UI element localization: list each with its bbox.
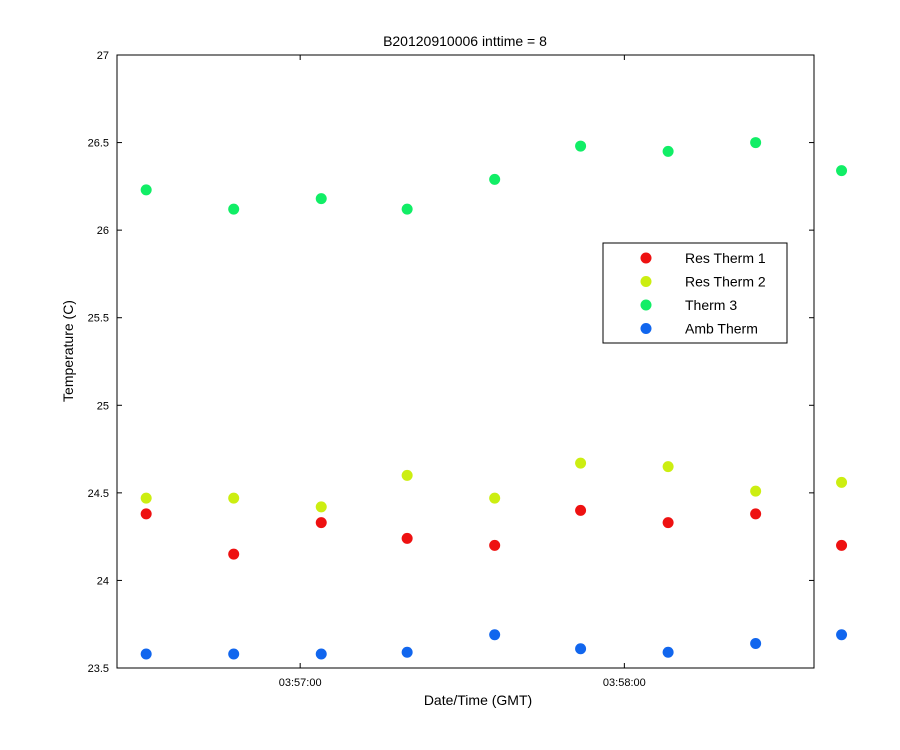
y-tick-label: 26 (97, 225, 109, 237)
data-point (401, 646, 413, 658)
x-axis: 03:57:00 03:58:00 (279, 55, 646, 689)
data-point (750, 637, 762, 649)
data-point (228, 203, 240, 215)
y-axis: 23.5 24 24.5 25 25.5 26 26.5 27 (88, 50, 814, 675)
legend-item: Res Therm 1 (640, 250, 766, 266)
plot-area (116, 54, 815, 669)
series-amb-therm (140, 629, 848, 660)
data-point (836, 165, 848, 177)
data-point (489, 173, 501, 185)
data-point (836, 539, 848, 551)
series-therm-3 (140, 137, 848, 215)
y-tick-label: 23.5 (88, 663, 109, 675)
data-point (315, 517, 327, 529)
data-point (401, 532, 413, 544)
data-point (836, 476, 848, 488)
data-point (662, 145, 674, 157)
legend-item: Res Therm 2 (640, 274, 766, 290)
x-tick-label: 03:57:00 (279, 677, 322, 689)
y-tick-label: 24 (97, 575, 109, 587)
data-point (228, 648, 240, 660)
data-points (140, 137, 848, 660)
data-point (228, 492, 240, 504)
series-res-therm-2 (140, 457, 848, 513)
data-point (575, 140, 587, 152)
series-res-therm-1 (140, 504, 848, 560)
data-point (315, 648, 327, 660)
legend-item: Therm 3 (640, 297, 737, 313)
data-point (140, 492, 152, 504)
data-point (140, 648, 152, 660)
data-point (575, 457, 587, 469)
y-axis-title: Temperature (C) (60, 300, 76, 402)
legend-label: Amb Therm (685, 321, 758, 337)
data-point (836, 629, 848, 641)
legend-marker (640, 323, 652, 334)
legend-label: Res Therm 1 (685, 250, 766, 266)
legend-marker (640, 252, 652, 264)
data-point (140, 184, 152, 196)
data-point (750, 485, 762, 497)
legend-label: Res Therm 2 (685, 274, 766, 290)
y-tick-label: 27 (97, 50, 109, 62)
data-point (575, 643, 587, 655)
data-point (228, 548, 240, 560)
data-point (401, 469, 413, 481)
legend-marker (640, 299, 652, 311)
legend: Res Therm 1 Res Therm 2 Therm 3 Amb Therm (602, 242, 788, 344)
data-point (140, 508, 152, 520)
data-point (315, 501, 327, 513)
legend-marker (640, 276, 652, 287)
y-tick-label: 24.5 (88, 488, 109, 500)
data-point (750, 137, 762, 149)
chart-title: B20120910006 inttime = 8 (383, 33, 547, 49)
data-point (662, 461, 674, 473)
data-point (489, 629, 501, 641)
y-tick-label: 25 (97, 400, 109, 412)
data-point (662, 517, 674, 529)
data-point (315, 193, 327, 205)
legend-box (602, 242, 788, 344)
data-point (662, 646, 674, 658)
legend-item: Amb Therm (640, 321, 758, 337)
data-point (575, 504, 587, 516)
x-tick-label: 03:58:00 (603, 677, 646, 689)
legend-label: Therm 3 (685, 297, 737, 313)
y-tick-label: 26.5 (88, 138, 109, 150)
data-point (489, 492, 501, 504)
data-point (750, 508, 762, 520)
data-point (489, 539, 501, 551)
y-tick-label: 25.5 (88, 313, 109, 325)
data-point (401, 203, 413, 215)
x-axis-title: Date/Time (GMT) (424, 692, 532, 708)
